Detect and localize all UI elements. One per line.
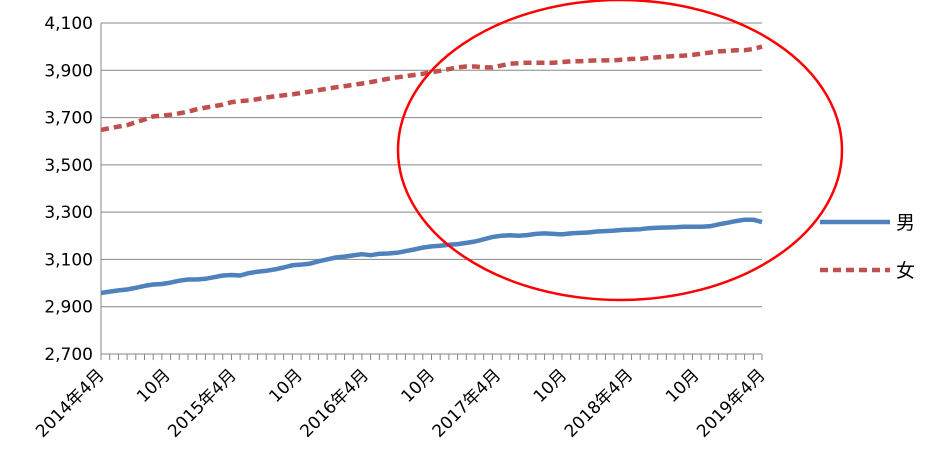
- y-tick-label: 2,700: [44, 345, 93, 365]
- x-tick-label: 2014年4月: [32, 365, 108, 441]
- axes: [100, 23, 763, 360]
- legend-label-1: 男: [896, 212, 915, 234]
- x-tick-label: 10月: [530, 365, 571, 406]
- gridlines: [101, 22, 762, 308]
- legend-label-2: 女: [896, 260, 915, 282]
- x-tick-label: 2016年4月: [297, 365, 373, 441]
- x-tick-label: 2019年4月: [693, 365, 769, 441]
- series-line-1: [100, 217, 763, 296]
- x-tick-label: 10月: [398, 365, 439, 406]
- x-tick-label: 2018年4月: [561, 365, 637, 441]
- x-tick-label: 2015年4月: [164, 365, 240, 441]
- y-tick-label: 3,700: [44, 109, 93, 129]
- legend: 男女: [820, 212, 915, 282]
- y-tick-label: 3,300: [44, 203, 93, 223]
- x-tick-label: 10月: [662, 365, 703, 406]
- x-tick-label: 10月: [265, 365, 306, 406]
- y-tick-label: 3,500: [44, 156, 93, 176]
- y-tick-label: 4,100: [44, 14, 93, 34]
- series-lines: [100, 44, 763, 296]
- x-tick-label: 10月: [133, 365, 174, 406]
- y-tick-labels: 2,700 2,900 3,100 3,300 3,500 3,700 3,900 4,100: [44, 14, 93, 365]
- y-tick-label: 2,900: [44, 298, 93, 318]
- highlight-ellipse: [396, 0, 844, 302]
- x-tick-label: 2017年4月: [429, 365, 505, 441]
- y-tick-label: 3,900: [44, 61, 93, 81]
- y-tick-label: 3,100: [44, 250, 93, 270]
